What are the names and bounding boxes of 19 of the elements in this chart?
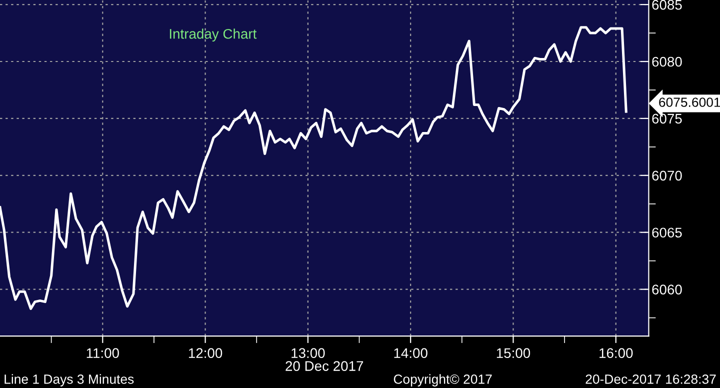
x-axis-title: 20 Dec 2017 (286, 361, 364, 371)
x-tick-label: 15:00 (496, 348, 530, 358)
text: Line 1 Days 3 Minutes (4, 374, 134, 386)
y-tick-label: 6075 (652, 114, 682, 124)
y-tick-label: 6085 (652, 0, 682, 10)
text: 6075.6001 (659, 98, 720, 107)
y-tick-label: 6065 (652, 228, 682, 238)
text: 20-Dec-2017 16:28:37 (586, 374, 716, 384)
x-tick-label: 13:00 (292, 348, 325, 358)
x-tick-label: 14:00 (394, 348, 428, 358)
x-tick-label: 11:00 (86, 348, 119, 358)
x-tick-label: 16:00 (600, 348, 633, 358)
line-series (0, 26, 628, 310)
text: Intraday Chart (170, 28, 257, 42)
y-tick-label: 6080 (652, 56, 682, 67)
text: Copyright© 2017 (394, 374, 492, 386)
x-tick-label: 12:00 (188, 348, 222, 358)
y-tick-label: 6060 (652, 284, 682, 294)
y-tick-label: 6070 (652, 170, 682, 181)
